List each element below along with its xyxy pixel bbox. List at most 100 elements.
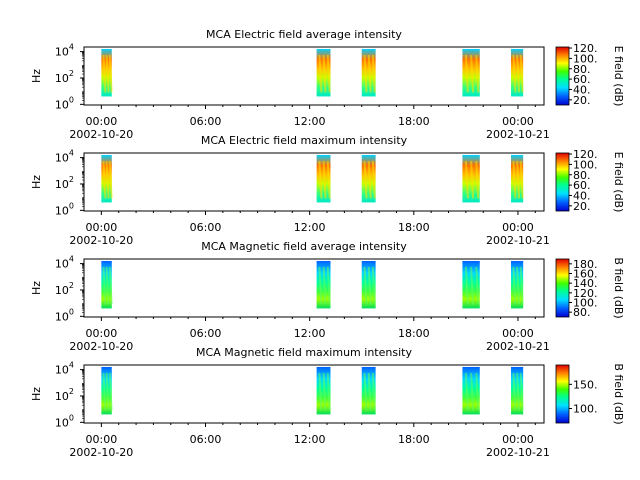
y-tick-label: 100 [55, 95, 74, 111]
spectral-streak [363, 160, 368, 199]
y-tick-label: 102 [55, 175, 74, 191]
panel-title: MCA Magnetic field maximum intensity [196, 346, 412, 359]
y-tick-label: 100 [55, 413, 74, 429]
spectral-streak [326, 160, 331, 199]
spectral-streak [318, 160, 323, 199]
x-tick-label: 00:00 [86, 115, 118, 128]
spectrogram-panel-1: MCA Electric field average intensity Hz 10… [30, 28, 625, 141]
spectral-streak [367, 372, 372, 411]
spectral-streak [470, 160, 475, 199]
spectral-streak [367, 160, 372, 199]
colorbar-tick-label: 150. [573, 378, 598, 391]
spectral-streak [322, 266, 327, 305]
spectral-streak [512, 54, 517, 93]
spectral-streak [367, 54, 372, 93]
x-tick-label: 00:00 [86, 433, 118, 446]
x-tick-label: 00:00 [502, 221, 534, 234]
colorbar [555, 152, 570, 212]
plot-frame [83, 364, 545, 424]
colorbar-tick-label: 80. [573, 169, 591, 182]
spectral-streak [363, 372, 368, 411]
spectral-streak [322, 54, 327, 93]
x-tick-label: 18:00 [398, 221, 430, 234]
spectral-streak [367, 266, 372, 305]
y-axis-label: Hz [30, 387, 43, 401]
colorbar-label: B field (dB) [612, 363, 625, 424]
colorbar-tick-label: 40. [573, 83, 591, 96]
spectral-streak [108, 160, 113, 199]
y-tick-label: 104 [55, 43, 74, 59]
x-tick-label: 00:00 [502, 115, 534, 128]
y-axis-label: Hz [30, 281, 43, 295]
colorbar-tick-label: 180. [573, 258, 598, 271]
colorbar-tick-label: 140. [573, 277, 598, 290]
x-date-label: 2002-10-21 [486, 446, 550, 459]
x-tick-label: 18:00 [398, 115, 430, 128]
spectral-streak [105, 54, 110, 93]
x-tick-label: 06:00 [190, 433, 222, 446]
spectral-streak [516, 160, 521, 199]
x-tick-label: 06:00 [190, 115, 222, 128]
x-tick-label: 00:00 [86, 221, 118, 234]
spectral-streak [371, 160, 376, 199]
panel-title: MCA Magnetic field average intensity [201, 240, 407, 253]
y-axis-label: Hz [30, 175, 43, 189]
spectral-streak [322, 160, 327, 199]
spectral-streak [102, 372, 107, 411]
x-date-label: 2002-10-21 [486, 128, 550, 141]
colorbar-tick-label: 120. [573, 148, 598, 161]
spectral-streak [371, 266, 376, 305]
y-tick-label: 100 [55, 307, 74, 323]
spectral-streak [108, 266, 113, 305]
spectral-streak [475, 160, 480, 199]
spectral-streak [105, 160, 110, 199]
x-date-label: 2002-10-21 [486, 234, 550, 247]
plot-frame [83, 258, 545, 318]
spectral-streak [105, 372, 110, 411]
spectral-streak [512, 160, 517, 199]
colorbar-tick-label: 80. [573, 63, 591, 76]
spectral-streak [326, 54, 331, 93]
spectral-streak [464, 160, 469, 199]
y-tick-label: 102 [55, 281, 74, 297]
spectral-streak [102, 54, 107, 93]
colorbar-tick-label: 100. [573, 297, 598, 310]
spectral-streak [363, 266, 368, 305]
y-tick-label: 102 [55, 387, 74, 403]
colorbar-tick-label: 60. [573, 179, 591, 192]
colorbar-tick-label: 100. [573, 403, 598, 416]
colorbar-label: E field (dB) [612, 46, 625, 107]
y-tick-label: 104 [55, 255, 74, 271]
spectral-streak [108, 372, 113, 411]
y-tick-label: 102 [55, 69, 74, 85]
x-tick-label: 12:00 [294, 327, 326, 340]
colorbar-tick-label: 20. [573, 94, 591, 107]
spectral-streak [516, 54, 521, 93]
y-tick-label: 104 [55, 149, 74, 165]
spectral-streak [464, 266, 469, 305]
x-tick-label: 12:00 [294, 115, 326, 128]
spectral-streak [326, 372, 331, 411]
spectral-streak [105, 266, 110, 305]
colorbar-tick-label: 120. [573, 42, 598, 55]
spectrogram-panel-3: MCA Magnetic field average intensity Hz 10… [30, 240, 625, 353]
spectral-streak [519, 372, 524, 411]
colorbar [555, 364, 570, 424]
x-tick-label: 00:00 [86, 327, 118, 340]
x-date-label: 2002-10-20 [69, 446, 133, 459]
spectral-streak [363, 54, 368, 93]
x-tick-label: 00:00 [502, 327, 534, 340]
x-tick-label: 12:00 [294, 221, 326, 234]
y-axis-label: Hz [30, 69, 43, 83]
spectral-streak [470, 54, 475, 93]
spectral-streak [371, 372, 376, 411]
spectral-streak [464, 54, 469, 93]
spectral-streak [470, 372, 475, 411]
x-date-label: 2002-10-20 [69, 234, 133, 247]
x-tick-label: 06:00 [190, 327, 222, 340]
plot-frame [83, 152, 545, 212]
spectral-streak [318, 266, 323, 305]
x-tick-label: 12:00 [294, 433, 326, 446]
colorbar-label: E field (dB) [612, 152, 625, 213]
